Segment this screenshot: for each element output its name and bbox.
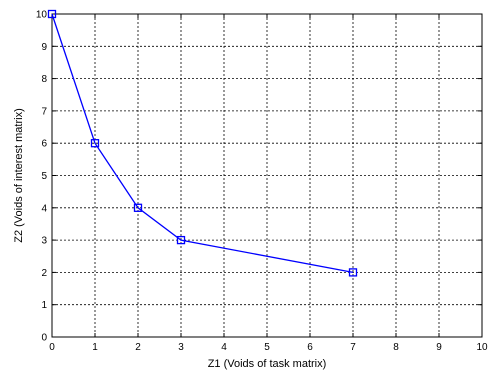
series — [47, 9, 358, 277]
x-tick-label: 1 — [92, 342, 98, 353]
y-axis-label: Z2 (Voids of interest matrix) — [13, 108, 25, 243]
y-tick-label: 3 — [41, 236, 47, 247]
x-tick-label: 6 — [307, 342, 313, 353]
x-tick-label: 9 — [436, 342, 442, 353]
y-tick-label: 9 — [41, 42, 47, 53]
axis-ticks — [51, 13, 483, 338]
x-tick-label: 10 — [476, 342, 488, 353]
y-tick-label: 2 — [41, 268, 47, 279]
x-tick-label: 0 — [49, 342, 55, 353]
y-tick-label: 8 — [41, 74, 47, 85]
x-tick-label: 2 — [135, 342, 141, 353]
data-point-marker — [90, 139, 100, 148]
y-tick-label: 1 — [41, 300, 47, 311]
y-tick-label: 0 — [41, 333, 47, 344]
series-line — [51, 13, 354, 274]
x-tick-label: 8 — [393, 342, 399, 353]
x-axis-label: Z1 (Voids of task matrix) — [208, 358, 327, 370]
data-point-marker — [176, 235, 186, 245]
y-tick-label: 10 — [36, 10, 48, 21]
y-tick-label: 4 — [41, 203, 47, 214]
y-tick-label: 7 — [41, 106, 47, 117]
x-tick-label: 4 — [221, 342, 227, 353]
y-tick-labels: 0 1 2 3 4 5 6 7 8 9 10 — [36, 10, 48, 344]
x-tick-labels: 0 1 2 3 4 5 6 7 8 9 10 — [49, 342, 488, 353]
x-tick-label: 7 — [350, 342, 356, 353]
y-tick-label: 6 — [41, 139, 47, 150]
x-tick-label: 5 — [264, 342, 270, 353]
grid — [52, 14, 482, 337]
y-tick-label: 5 — [41, 171, 47, 182]
x-tick-label: 3 — [178, 342, 184, 353]
data-point-marker — [47, 9, 57, 19]
data-point-marker — [133, 203, 143, 212]
data-point-marker — [348, 268, 358, 277]
